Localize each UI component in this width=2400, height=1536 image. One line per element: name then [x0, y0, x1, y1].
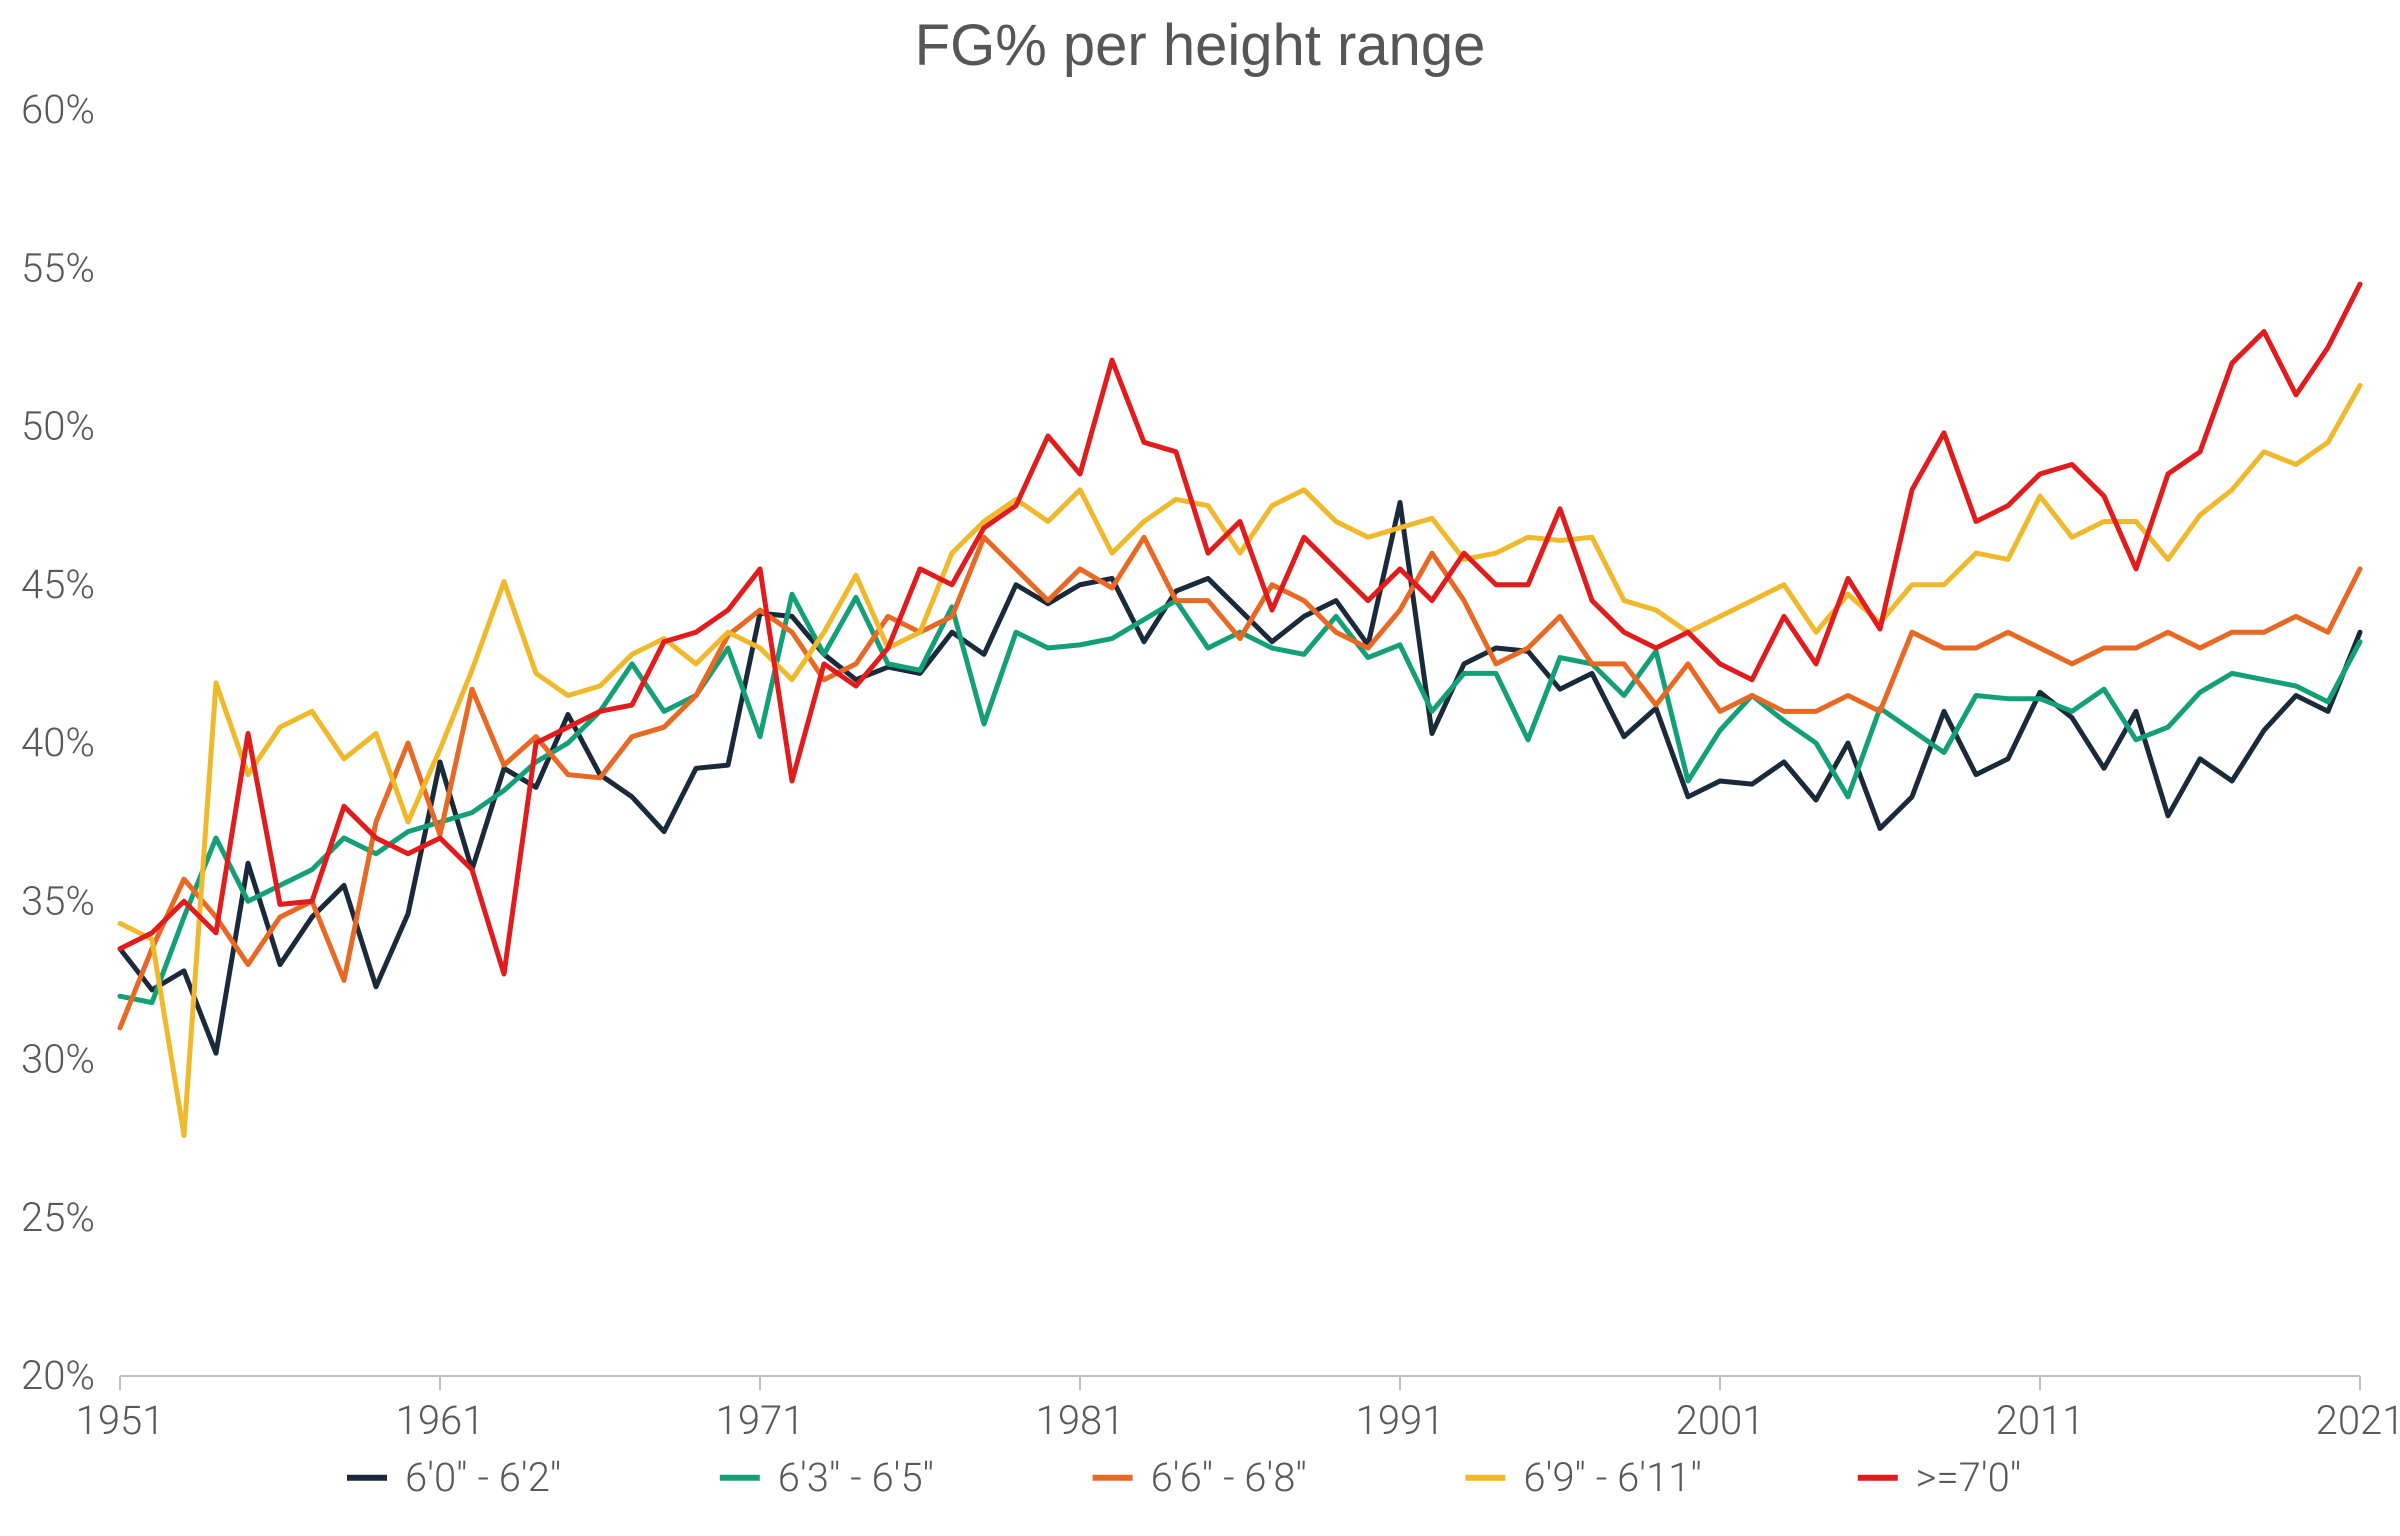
legend-label: 6'0'' - 6'2'' [405, 1454, 561, 1501]
chart-container: FG% per height range 20% 25% 30% 35% 40% 45% 50… [0, 0, 2400, 1536]
y-tick-label: 40% [21, 719, 95, 766]
legend-label: 6'9'' - 6'11'' [1523, 1454, 1702, 1501]
legend-label: >=7'0'' [1916, 1454, 2022, 1501]
x-tick-label: 2021 [2316, 1397, 2400, 1444]
y-tick-label: 45% [21, 561, 95, 608]
x-tick-label: 2011 [1996, 1397, 2085, 1444]
y-tick-label: 50% [21, 403, 95, 450]
line-chart: FG% per height range 20% 25% 30% 35% 40% 45% 50… [0, 0, 2400, 1536]
x-tick-label: 1961 [396, 1397, 485, 1444]
y-tick-label: 35% [21, 877, 95, 924]
x-tick-label: 1981 [1036, 1397, 1125, 1444]
legend-label: 6'3'' - 6'5'' [778, 1454, 934, 1501]
y-tick-label: 20% [21, 1352, 95, 1399]
series-line [120, 502, 2360, 1053]
x-tick-label: 1971 [716, 1397, 805, 1444]
legend-label: 6'6'' - 6'8'' [1151, 1454, 1307, 1501]
y-tick-label: 25% [21, 1194, 95, 1241]
y-tick-label: 30% [21, 1036, 95, 1083]
legend: 6'0'' - 6'2'' 6'3'' - 6'5'' 6'6'' - 6'8'' 6… [347, 1454, 2021, 1501]
y-tick-label: 55% [21, 244, 95, 291]
y-tick-label: 60% [21, 86, 95, 133]
x-tick-label: 2001 [1676, 1397, 1765, 1444]
series-line [120, 594, 2360, 1002]
chart-title: FG% per height range [915, 13, 1486, 78]
series-line [120, 284, 2360, 974]
x-tick-label: 1991 [1356, 1397, 1445, 1444]
x-tick-label: 1951 [76, 1397, 165, 1444]
